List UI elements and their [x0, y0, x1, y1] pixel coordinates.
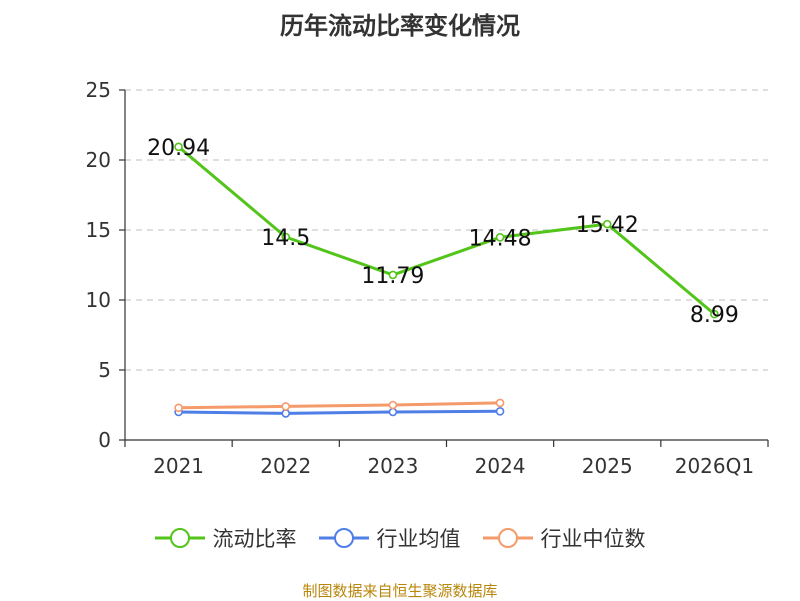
y-tick-label: 25 — [86, 78, 111, 102]
data-point[interactable] — [495, 398, 505, 408]
data-label: 8.99 — [690, 303, 739, 328]
series-line-1 — [178, 409, 501, 415]
legend-item[interactable]: 行业中位数 — [482, 523, 646, 553]
legend-label: 行业均值 — [376, 527, 461, 551]
x-tick-label: 2023 — [367, 454, 418, 478]
data-point[interactable] — [174, 142, 183, 152]
x-tick-label: 2021 — [153, 454, 204, 478]
y-tick-label: 20 — [86, 148, 111, 172]
data-point[interactable] — [281, 232, 291, 242]
legend: 流动比率 行业均值 行业中位数 — [0, 518, 800, 558]
chart-title: 历年流动比率变化情况 — [280, 12, 520, 40]
legend-label: 行业中位数 — [540, 527, 646, 551]
x-tick-label: 2024 — [475, 454, 526, 478]
legend-label: 流动比率 — [212, 527, 297, 551]
data-point[interactable] — [388, 407, 398, 417]
x-tick-label: 2022 — [260, 454, 311, 478]
y-tick-label: 10 — [86, 288, 111, 312]
legend-item[interactable]: 行业均值 — [318, 523, 461, 553]
y-tick-label: 5 — [98, 358, 111, 382]
legend-swatch-icon — [318, 528, 369, 548]
legend-item[interactable]: 流动比率 — [154, 523, 297, 553]
data-point[interactable] — [388, 270, 398, 280]
data-point[interactable] — [281, 402, 291, 411]
x-tick-label: 2026Q1 — [675, 454, 754, 478]
data-labels: 20.94 14.5 11.79 14.48 15.42 8.99 — [147, 136, 739, 328]
data-label: 11.79 — [361, 264, 424, 289]
data-point[interactable] — [174, 403, 183, 413]
series-lines — [174, 142, 719, 418]
grid-lines — [125, 89, 768, 371]
data-label: 14.5 — [261, 226, 310, 251]
source-note: 制图数据来自恒生聚源数据库 — [302, 582, 498, 600]
data-point[interactable] — [710, 309, 719, 319]
data-point[interactable] — [495, 406, 505, 416]
legend-swatch-icon — [154, 528, 205, 548]
data-label: 14.48 — [469, 226, 532, 251]
data-point[interactable] — [602, 219, 612, 229]
y-tick-label: 15 — [86, 218, 111, 242]
data-point[interactable] — [388, 400, 398, 410]
data-label: 20.94 — [147, 136, 210, 161]
x-tick-label: 2025 — [582, 454, 633, 478]
series-line-2 — [178, 401, 501, 410]
data-point[interactable] — [281, 409, 291, 418]
legend-swatch-icon — [482, 528, 533, 548]
data-point[interactable] — [495, 232, 505, 242]
series-line-0 — [177, 145, 716, 316]
data-label: 15.42 — [576, 213, 639, 238]
y-tick-label: 0 — [98, 428, 111, 452]
